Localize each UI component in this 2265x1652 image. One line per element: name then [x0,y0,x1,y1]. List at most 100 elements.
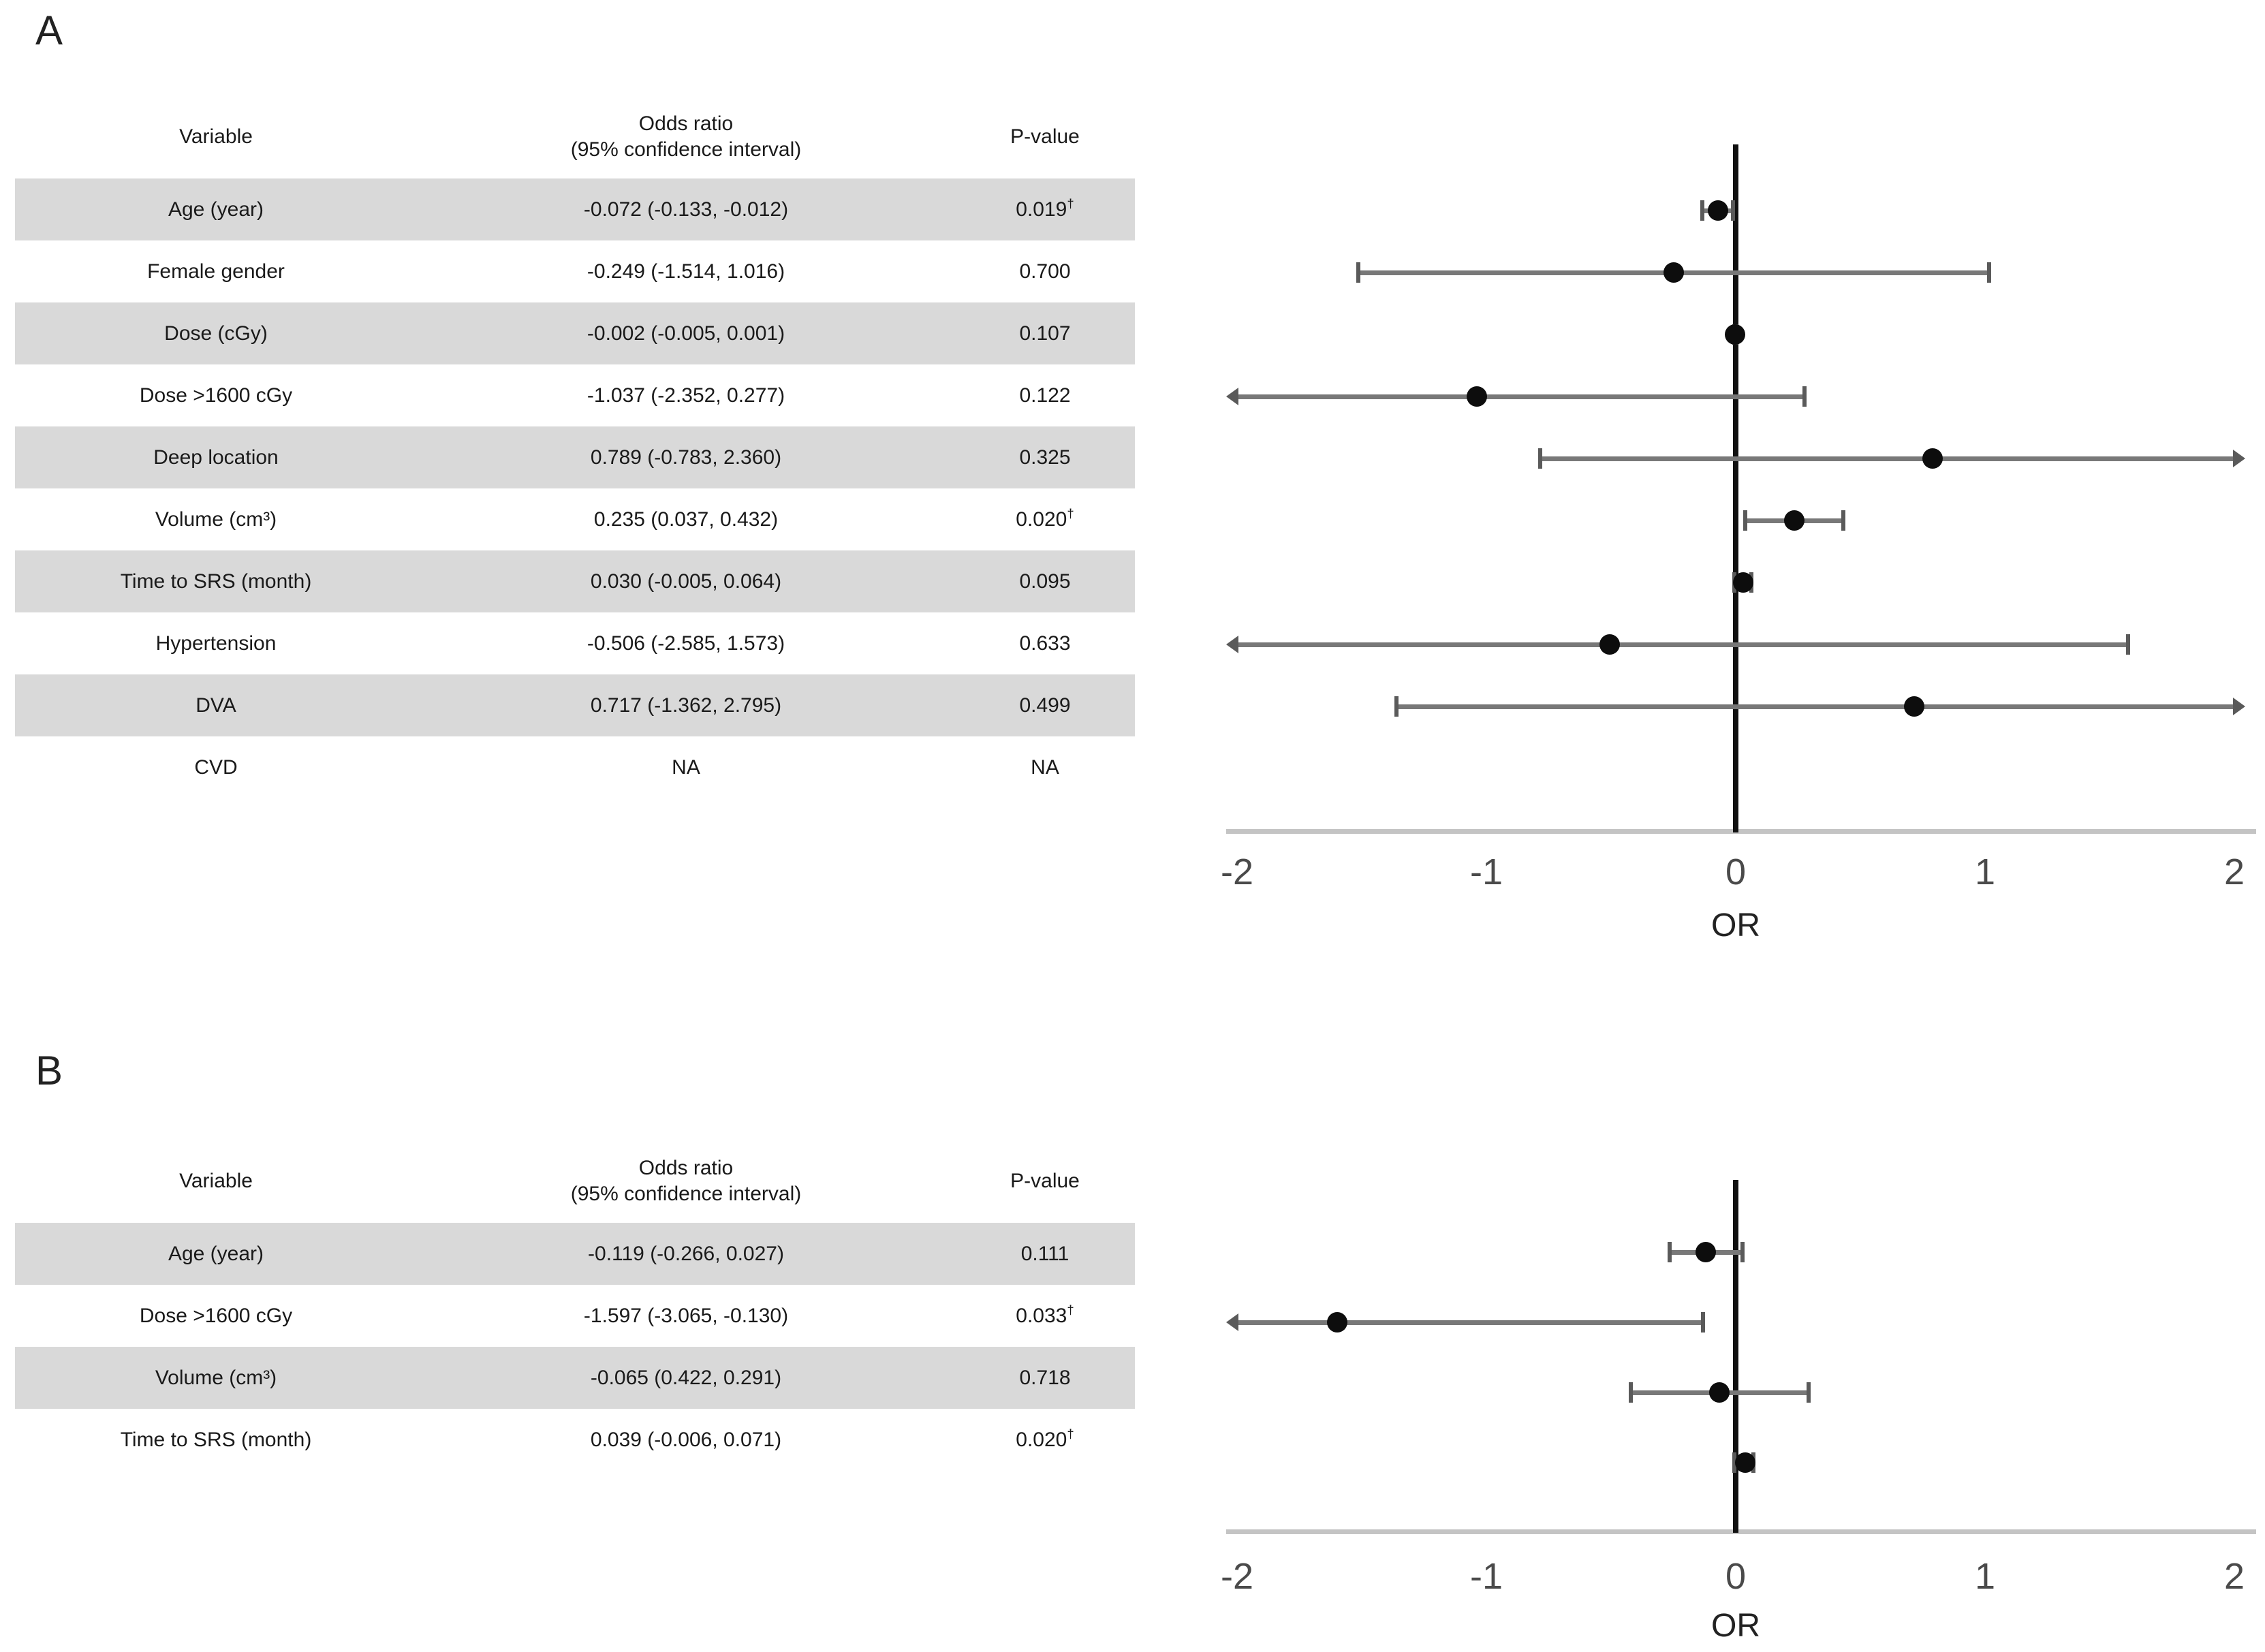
p-value-cell: 0.122 [1019,384,1071,407]
confidence-interval-bar [1702,208,1733,213]
ci-cap-left [1628,1382,1633,1403]
ci-cap-left [1732,324,1737,345]
x-axis-tick-label: 0 [1725,852,1747,892]
table-row: Female gender -0.249 (-1.514, 1.016) 0.700 [15,240,1135,302]
confidence-interval-bar [1358,270,1989,275]
column-header-p-value: P-value [1010,1170,1080,1192]
p-value-cell: 0.111 [1020,1242,1069,1265]
confidence-interval-bar [1396,704,2234,709]
panel-a-table-body: Age (year) -0.072 (-0.133, -0.012) 0.019 † F… [15,178,1135,798]
table-row: Dose >1600 cGy -1.037 (-2.352, 0.277) 0.12… [15,364,1135,426]
point-estimate-marker [1922,448,1943,469]
ci-arrow-left [1226,388,1238,405]
column-header-odds-ratio: Odds ratio (95% confidence interval) [417,95,955,178]
ci-cap-right [1749,572,1754,593]
point-estimate-marker [1732,572,1753,593]
column-header-p-value: P-value [1010,125,1080,148]
confidence-interval-bar [1237,1320,1704,1325]
x-axis-tick-label: -2 [1220,1556,1253,1597]
variable-cell: Volume (cm³) [155,1366,277,1389]
x-axis-title: OR [1711,907,1760,944]
table-row: Dose >1600 cGy -1.597 (-3.065, -0.130) 0.0… [15,1285,1135,1347]
x-axis-line [1226,829,2256,834]
confidence-interval-bar [1540,456,2234,461]
point-estimate-marker [1467,386,1488,407]
x-axis-tick-label: -1 [1469,1556,1503,1597]
variable-cell: DVA [196,693,236,717]
odds-ratio-cell: 0.717 (-1.362, 2.795) [590,693,782,717]
ci-cap-left [1732,572,1737,593]
point-estimate-marker [1327,1312,1348,1332]
odds-ratio-cell: NA [672,755,700,779]
panel-a-table: Variable Odds ratio (95% confidence inte… [15,95,1135,798]
x-axis-tick-label: 1 [1974,852,1996,892]
ci-cap-right [2125,634,2130,655]
panel-a-label: A [35,7,63,53]
table-row: CVD NA NA [15,736,1135,798]
zero-reference-line [1733,144,1738,832]
confidence-interval-bar [1734,1461,1753,1465]
zero-reference-line [1733,1180,1738,1533]
p-value-cell: 0.020 † [1016,1427,1074,1451]
ci-cap-right [1751,1452,1755,1473]
variable-cell: Dose >1600 cGy [139,384,293,407]
p-value-cell: 0.033 † [1016,1303,1074,1327]
odds-ratio-cell: -0.002 (-0.005, 0.001) [587,322,785,345]
table-row: Time to SRS (month) 0.030 (-0.005, 0.064)… [15,550,1135,612]
ci-cap-right [1806,1382,1811,1403]
ci-cap-left [1394,696,1399,717]
variable-cell: Dose >1600 cGy [139,1304,293,1327]
point-estimate-marker [1784,510,1805,531]
p-value-cell: 0.718 [1019,1366,1071,1389]
ci-arrow-right [2233,450,2245,467]
panel-b-table-body: Age (year) -0.119 (-0.266, 0.027) 0.111 Dos… [15,1223,1135,1471]
point-estimate-marker [1709,1382,1730,1403]
x-axis-tick-label: 0 [1725,1556,1747,1597]
ci-cap-right [1986,262,1991,283]
variable-cell: Time to SRS (month) [120,570,312,593]
confidence-interval-bar [1237,642,2128,647]
odds-ratio-cell: 0.039 (-0.006, 0.071) [590,1428,782,1451]
odds-ratio-cell: -0.506 (-2.585, 1.573) [587,632,785,655]
ci-cap-left [1538,448,1543,469]
ci-cap-left [1667,1242,1672,1262]
ci-cap-right [1740,1242,1745,1262]
x-axis-tick-label: 2 [2223,852,2245,892]
p-value-cell: 0.499 [1019,693,1071,717]
column-header-odds-ratio-line1: Odds ratio [638,1157,734,1179]
x-axis-tick-label: -1 [1469,852,1503,892]
x-axis-tick-label: 1 [1974,1556,1996,1597]
panel-b-table-header: Variable Odds ratio (95% confidence inte… [15,1140,1135,1223]
table-row: Age (year) -0.119 (-0.266, 0.027) 0.111 [15,1223,1135,1285]
confidence-interval-bar [1237,394,1805,399]
confidence-interval-bar [1630,1390,1809,1395]
variable-cell: Age (year) [168,1242,264,1265]
ci-arrow-right [2233,698,2245,715]
p-value-cell: 0.019 † [1016,196,1074,221]
x-axis-tick-label: 2 [2223,1556,2245,1597]
panel-b-label: B [35,1048,63,1093]
p-value-cell: 0.095 [1019,570,1071,593]
point-estimate-marker [1707,200,1728,221]
ci-cap-left [1700,200,1705,221]
ci-cap-left [1743,510,1747,531]
panel-a-table-header: Variable Odds ratio (95% confidence inte… [15,95,1135,178]
x-axis-line [1226,1529,2256,1534]
x-axis-title: OR [1711,1608,1760,1644]
variable-cell: CVD [194,755,238,779]
ci-arrow-left [1226,1313,1238,1331]
table-row: Dose (cGy) -0.002 (-0.005, 0.001) 0.107 [15,302,1135,364]
column-header-odds-ratio-line2: (95% confidence interval) [570,138,802,161]
p-value-cell: 0.700 [1019,260,1071,283]
ci-cap-right [1734,324,1738,345]
confidence-interval-bar [1745,518,1844,523]
odds-ratio-cell: -0.065 (0.422, 0.291) [590,1366,782,1389]
variable-cell: Volume (cm³) [155,508,277,531]
confidence-interval-bar [1669,1250,1743,1255]
ci-cap-right [1802,386,1807,407]
odds-ratio-cell: 0.789 (-0.783, 2.360) [590,446,782,469]
point-estimate-marker [1696,1242,1717,1262]
column-header-odds-ratio-line1: Odds ratio [638,112,734,135]
confidence-interval-bar [1734,332,1736,337]
